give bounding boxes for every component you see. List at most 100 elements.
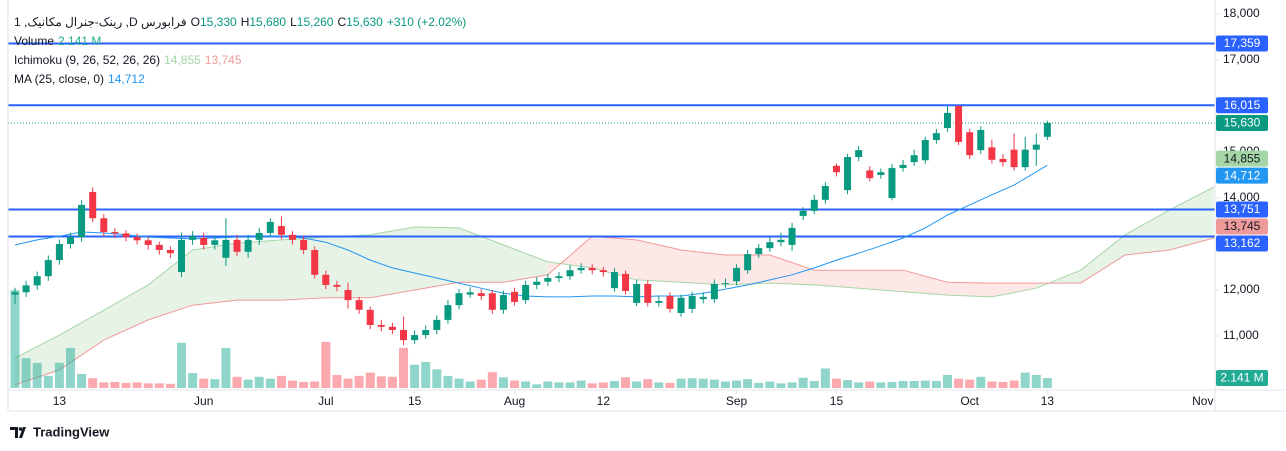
volume-bar <box>210 379 220 388</box>
volume-bar <box>121 382 131 388</box>
volume-bar <box>310 381 320 388</box>
price-label-bg <box>1216 97 1268 114</box>
volume-bar <box>32 362 42 388</box>
candle-body <box>178 239 186 273</box>
x-tick-label: 15 <box>408 394 422 408</box>
volume-bar <box>454 378 464 388</box>
cloud-fill <box>903 270 948 296</box>
volume-bar <box>254 376 264 388</box>
volume-bar <box>909 381 919 388</box>
candle-body <box>610 272 618 289</box>
cloud-fill <box>459 227 504 283</box>
volume-bar <box>698 378 708 388</box>
volume-bar <box>621 377 631 388</box>
candle-body <box>966 132 974 156</box>
volume-bar <box>510 380 520 388</box>
volume-bar <box>942 374 952 388</box>
volume-bar <box>1031 374 1041 388</box>
legend-line: MA (25, close, 0) 14,712 <box>14 70 470 89</box>
candle-body <box>855 150 863 158</box>
candle-body <box>200 238 208 245</box>
volume-bar <box>554 382 564 388</box>
volume-bar <box>632 381 642 388</box>
volume-bar <box>920 380 930 388</box>
volume-bar <box>887 381 897 388</box>
volume-bar <box>99 382 109 388</box>
cloud-fill <box>370 226 415 298</box>
volume-bar <box>143 383 153 388</box>
x-tick-label: Oct <box>960 394 979 408</box>
symbol: 1 ,رینک-جنرال مکانیک ,D فرابورس <box>14 15 187 29</box>
candle-body <box>932 133 940 141</box>
volume-bar <box>177 342 187 388</box>
x-tick-label: 13 <box>53 394 67 408</box>
y-tick-label: 14,000 <box>1223 190 1260 204</box>
volume-bar <box>687 378 697 388</box>
volume-bar <box>288 380 298 388</box>
legend-line: Ichimoku (9, 26, 52, 26, 26) 14,855 13,745 <box>14 51 470 70</box>
volume-bar <box>188 373 198 388</box>
tradingview-logo <box>10 427 26 438</box>
candle-body <box>122 233 130 238</box>
candle-body <box>544 278 552 282</box>
candle-body <box>1032 144 1040 150</box>
cloud-fill <box>103 284 149 341</box>
ohlc-name: L <box>290 15 297 29</box>
price-label-bg <box>1216 370 1268 387</box>
price-label: 14,712 <box>1224 168 1261 182</box>
volume-bar <box>376 376 386 388</box>
ma-line <box>14 164 1048 298</box>
candle-body <box>699 296 707 300</box>
candle-body <box>899 164 907 169</box>
x-tick-label: 13 <box>1041 394 1055 408</box>
cloud-fill <box>192 243 238 306</box>
candle-body <box>1043 123 1051 137</box>
candle-body <box>78 204 86 238</box>
candle-body <box>466 292 474 295</box>
volume-bar <box>865 381 875 388</box>
volume-bar <box>276 375 286 388</box>
ohlc-value: 15,680 <box>249 15 287 29</box>
candle-body <box>844 157 852 191</box>
volume-bar <box>10 290 20 388</box>
volume-bar <box>498 377 508 388</box>
volume-bar <box>987 381 997 388</box>
candle-body <box>688 295 696 309</box>
volume-value: 2.141 M <box>58 34 102 48</box>
ma-value: 14,712 <box>108 72 145 86</box>
cloud-fill <box>1125 209 1170 256</box>
volume-bar <box>743 379 753 388</box>
price-label-bg <box>1216 150 1268 167</box>
candle-body <box>44 260 52 277</box>
candle-body <box>910 155 918 163</box>
candle-body <box>599 270 607 273</box>
candle-body <box>133 237 141 241</box>
volume-bar <box>776 383 786 388</box>
cloud-fill <box>414 226 460 290</box>
volume-bar <box>709 379 719 388</box>
candle-body <box>821 186 829 200</box>
candle-body <box>155 244 163 250</box>
candle-body <box>977 129 985 151</box>
x-tick-label: Aug <box>504 394 525 408</box>
price-label-bg <box>1216 115 1268 132</box>
x-tick-label: Sep <box>726 394 748 408</box>
candle-body <box>411 335 419 341</box>
candle-body <box>777 239 785 243</box>
cloud-fill <box>947 282 992 297</box>
volume-bar <box>931 381 941 388</box>
candle-body <box>810 199 818 211</box>
legend-line: Volume 2.141 M <box>14 32 470 51</box>
price-label: 13,751 <box>1224 202 1261 216</box>
volume-bar <box>532 384 542 388</box>
candle-body <box>666 295 674 309</box>
candle-body <box>22 285 30 293</box>
x-tick-label: 12 <box>597 394 611 408</box>
volume-bar <box>598 382 608 388</box>
price-label: 17,359 <box>1224 36 1261 50</box>
price-label-bg <box>1216 235 1268 252</box>
volume-bar <box>820 368 830 388</box>
candle-body <box>522 284 530 301</box>
